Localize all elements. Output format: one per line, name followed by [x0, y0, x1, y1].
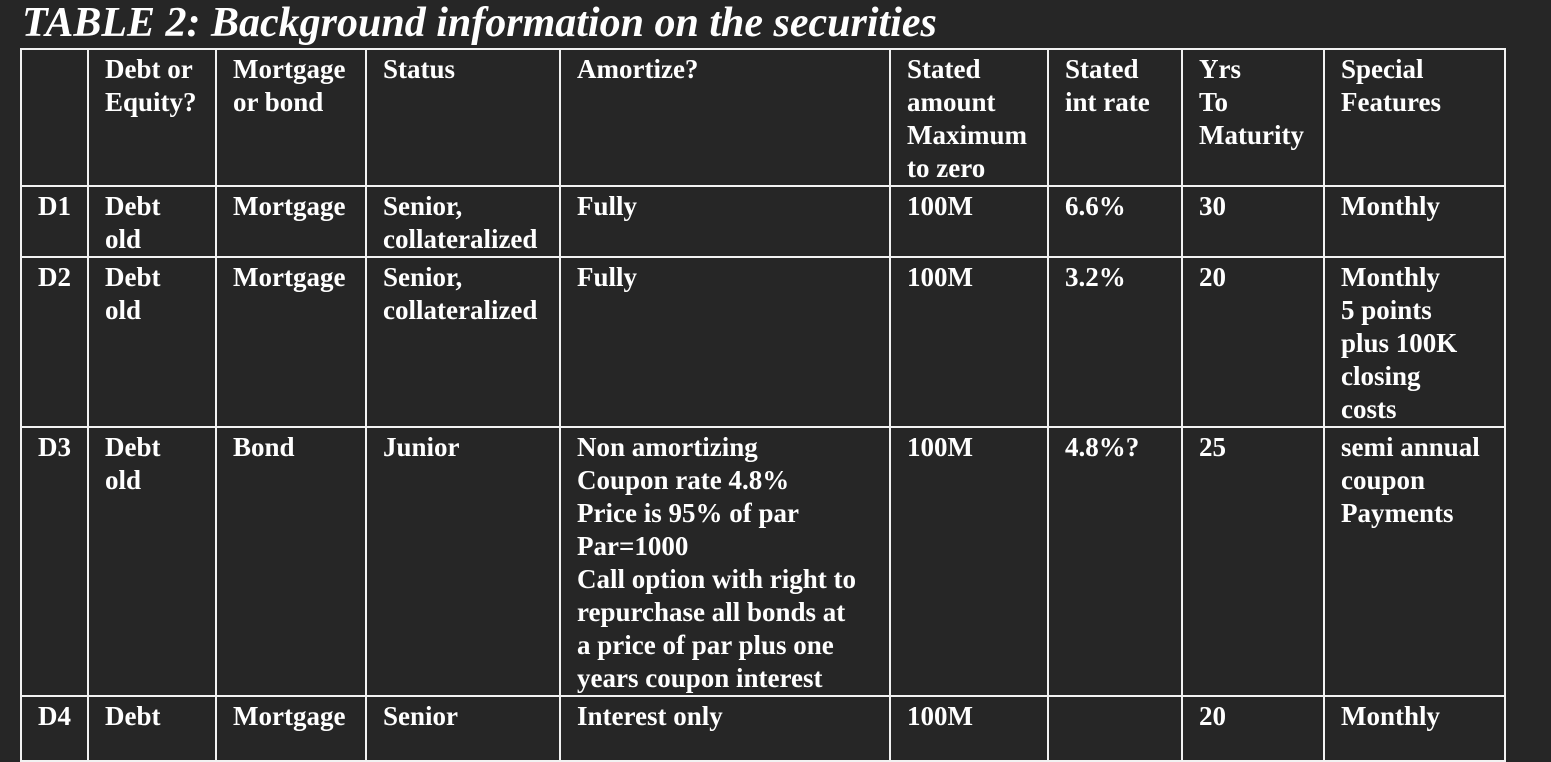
cell-int-rate: 3.2% — [1047, 256, 1183, 428]
header-id — [20, 48, 89, 187]
row-id: D4 — [20, 695, 89, 762]
cell-special-features: Monthly 5 points plus 100K closing costs — [1323, 256, 1506, 428]
cell-yrs-to-maturity: 20 — [1181, 695, 1325, 762]
cell-amortize: Interest only — [559, 695, 891, 762]
header-mortgage-or-bond: Mortgage or bond — [215, 48, 367, 187]
cell-status: Senior, collateralized — [365, 185, 561, 258]
cell-special-features: semi annual coupon Payments — [1323, 426, 1506, 697]
cell-special-features: Monthly — [1323, 695, 1506, 762]
header-status: Status — [365, 48, 561, 187]
cell-yrs-to-maturity: 30 — [1181, 185, 1325, 258]
header-stated-int-rate: Stated int rate — [1047, 48, 1183, 187]
cell-status: Senior — [365, 695, 561, 762]
cell-int-rate: 4.8%? — [1047, 426, 1183, 697]
cell-status: Senior, collateralized — [365, 256, 561, 428]
cell-stated-amount: 100M — [889, 256, 1049, 428]
row-id: D2 — [20, 256, 89, 428]
cell-debt-or-equity: Debt old — [87, 426, 217, 697]
cell-debt-or-equity: Debt old — [87, 256, 217, 428]
cell-status: Junior — [365, 426, 561, 697]
cell-int-rate: 6.6% — [1047, 185, 1183, 258]
cell-yrs-to-maturity: 20 — [1181, 256, 1325, 428]
row-id: D1 — [20, 185, 89, 258]
cell-amortize: Fully — [559, 185, 891, 258]
cell-amortize: Fully — [559, 256, 891, 428]
cell-int-rate — [1047, 695, 1183, 762]
header-debt-or-equity: Debt or Equity? — [87, 48, 217, 187]
cell-mortgage-or-bond: Mortgage — [215, 185, 367, 258]
row-id: D3 — [20, 426, 89, 697]
cell-stated-amount: 100M — [889, 185, 1049, 258]
cell-mortgage-or-bond: Bond — [215, 426, 367, 697]
header-row: Debt or Equity? Mortgage or bond Status … — [20, 48, 1506, 187]
table-row: D2 Debt old Mortgage Senior, collaterali… — [20, 256, 1506, 428]
cell-special-features: Monthly — [1323, 185, 1506, 258]
cell-mortgage-or-bond: Mortgage — [215, 695, 367, 762]
table-row: D4 Debt Mortgage Senior Interest only 10… — [20, 695, 1506, 762]
header-special-features: Special Features — [1323, 48, 1506, 187]
securities-table: Debt or Equity? Mortgage or bond Status … — [20, 48, 1506, 762]
cell-debt-or-equity: Debt old — [87, 185, 217, 258]
cell-stated-amount: 100M — [889, 426, 1049, 697]
securities-table-container: Debt or Equity? Mortgage or bond Status … — [20, 48, 1506, 762]
cell-debt-or-equity: Debt — [87, 695, 217, 762]
cell-amortize: Non amortizing Coupon rate 4.8% Price is… — [559, 426, 891, 697]
table-row: D3 Debt old Bond Junior Non amortizing C… — [20, 426, 1506, 697]
cell-stated-amount: 100M — [889, 695, 1049, 762]
table-title: TABLE 2: Background information on the s… — [22, 0, 937, 46]
cell-yrs-to-maturity: 25 — [1181, 426, 1325, 697]
header-amortize: Amortize? — [559, 48, 891, 187]
header-stated-amount: Stated amount Maximum to zero — [889, 48, 1049, 187]
cell-mortgage-or-bond: Mortgage — [215, 256, 367, 428]
header-yrs-to-maturity: Yrs To Maturity — [1181, 48, 1325, 187]
table-row: D1 Debt old Mortgage Senior, collaterali… — [20, 185, 1506, 258]
